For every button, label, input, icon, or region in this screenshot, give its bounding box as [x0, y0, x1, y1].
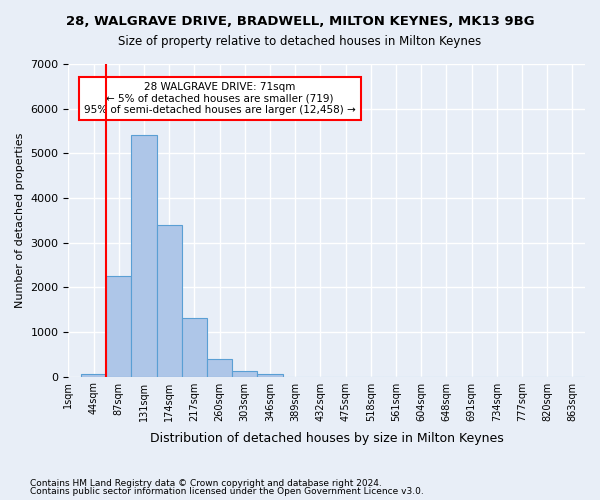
Bar [131, 136, 157, 376]
Bar [81, 374, 106, 376]
X-axis label: Distribution of detached houses by size in Milton Keynes: Distribution of detached houses by size … [150, 432, 503, 445]
Text: 28 WALGRAVE DRIVE: 71sqm
← 5% of detached houses are smaller (719)
95% of semi-d: 28 WALGRAVE DRIVE: 71sqm ← 5% of detache… [84, 82, 355, 115]
Text: Contains HM Land Registry data © Crown copyright and database right 2024.: Contains HM Land Registry data © Crown c… [30, 478, 382, 488]
Bar [157, 224, 182, 376]
Text: Contains public sector information licensed under the Open Government Licence v3: Contains public sector information licen… [30, 487, 424, 496]
Bar [232, 370, 257, 376]
Text: Size of property relative to detached houses in Milton Keynes: Size of property relative to detached ho… [118, 35, 482, 48]
Bar [182, 318, 207, 376]
Bar [257, 374, 283, 376]
Y-axis label: Number of detached properties: Number of detached properties [15, 132, 25, 308]
Text: 28, WALGRAVE DRIVE, BRADWELL, MILTON KEYNES, MK13 9BG: 28, WALGRAVE DRIVE, BRADWELL, MILTON KEY… [65, 15, 535, 28]
Bar [207, 358, 232, 376]
Bar [106, 276, 131, 376]
